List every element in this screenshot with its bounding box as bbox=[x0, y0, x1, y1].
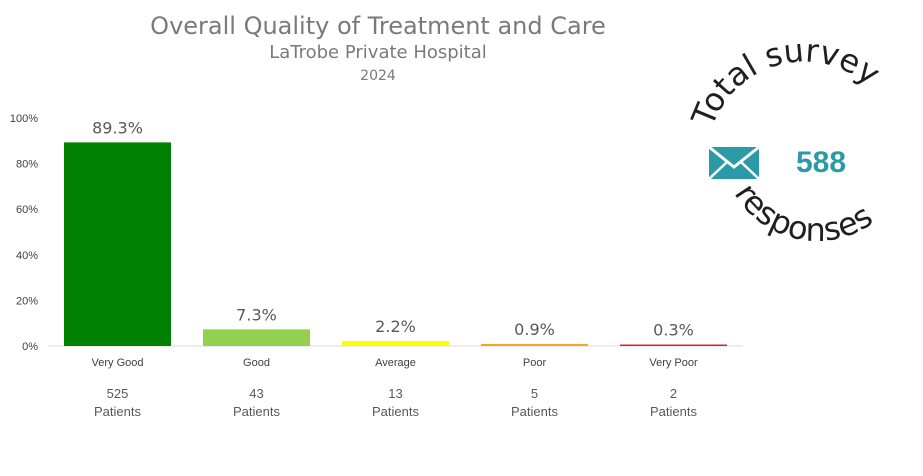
survey-badge: Total survey responses 588 bbox=[684, 31, 888, 249]
badge-top-text: Total survey bbox=[684, 31, 888, 132]
badge-bottom-text: responses bbox=[727, 176, 879, 249]
data-label: 2.2% bbox=[375, 317, 416, 336]
chart-year: 2024 bbox=[360, 68, 396, 84]
x-tick-label: Poor bbox=[523, 357, 547, 369]
data-label: 0.9% bbox=[514, 320, 555, 339]
patients-label: Patients bbox=[511, 404, 558, 419]
data-label: 7.3% bbox=[236, 305, 277, 324]
patient-count: 13 bbox=[388, 386, 402, 401]
patient-count: 43 bbox=[249, 386, 263, 401]
patient-count: 525 bbox=[107, 386, 129, 401]
y-axis: 0% 20% 40% 60% 80% 100% bbox=[10, 113, 38, 353]
bar bbox=[342, 340, 449, 346]
x-tick-label: Average bbox=[375, 357, 416, 369]
bar bbox=[620, 344, 727, 346]
data-label: 89.3% bbox=[92, 118, 143, 137]
bar bbox=[481, 343, 588, 346]
y-tick-label: 80% bbox=[16, 159, 38, 171]
data-label: 0.3% bbox=[653, 321, 694, 340]
bars: 89.3% Very Good 525 Patients 7.3% Good 43 Patie… bbox=[64, 118, 727, 419]
x-tick-label: Very Good bbox=[92, 357, 144, 369]
bar bbox=[64, 142, 171, 346]
y-tick-label: 0% bbox=[22, 341, 38, 353]
patients-label: Patients bbox=[372, 404, 419, 419]
y-tick-label: 100% bbox=[10, 113, 38, 125]
y-tick-label: 20% bbox=[16, 295, 38, 307]
y-tick-label: 40% bbox=[16, 250, 38, 262]
patients-label: Patients bbox=[94, 404, 141, 419]
x-tick-label: Very Poor bbox=[649, 357, 698, 369]
chart-subtitle: LaTrobe Private Hospital bbox=[269, 42, 487, 63]
y-tick-label: 60% bbox=[16, 204, 38, 216]
chart-title: Overall Quality of Treatment and Care bbox=[150, 12, 606, 40]
survey-count: 588 bbox=[796, 146, 846, 179]
patient-count: 2 bbox=[670, 386, 677, 401]
patient-count: 5 bbox=[531, 386, 538, 401]
envelope-icon bbox=[708, 145, 760, 180]
bar bbox=[203, 329, 310, 346]
patients-label: Patients bbox=[650, 404, 697, 419]
patients-label: Patients bbox=[233, 404, 280, 419]
x-tick-label: Good bbox=[243, 357, 270, 369]
